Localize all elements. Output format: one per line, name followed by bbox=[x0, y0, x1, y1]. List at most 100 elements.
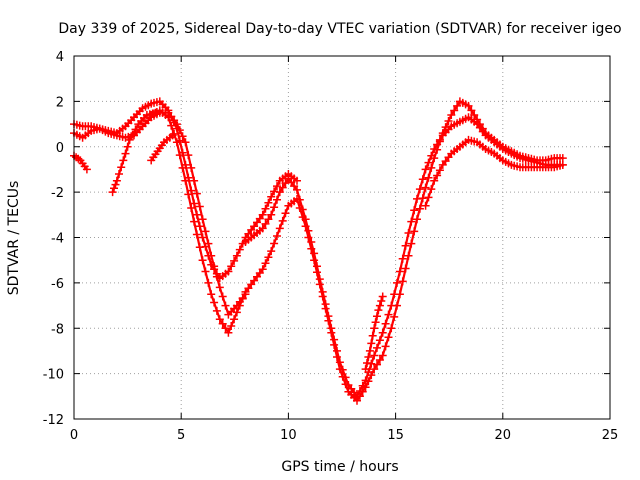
data-point-marker bbox=[330, 335, 339, 344]
data-point-marker bbox=[210, 262, 219, 271]
data-point-marker bbox=[421, 183, 430, 192]
x-tick-label: 25 bbox=[602, 428, 619, 443]
data-point-marker bbox=[190, 199, 199, 208]
data-point-marker bbox=[167, 121, 176, 130]
data-point-marker bbox=[175, 151, 184, 160]
data-point-marker bbox=[318, 287, 327, 296]
y-tick-label: -12 bbox=[43, 413, 64, 428]
data-point-marker bbox=[338, 365, 347, 374]
data-point-marker bbox=[258, 210, 267, 219]
data-point-marker bbox=[190, 176, 199, 185]
data-point-marker bbox=[364, 353, 373, 361]
data-point-marker bbox=[378, 292, 387, 301]
chart-title: Day 339 of 2025, Sidereal Day-to-day VTE… bbox=[58, 21, 621, 37]
data-point-marker bbox=[375, 356, 384, 364]
data-point-marker bbox=[470, 111, 479, 119]
series-group bbox=[70, 97, 567, 405]
data-point-marker bbox=[204, 278, 213, 287]
data-point-marker bbox=[273, 182, 281, 191]
data-point-marker bbox=[204, 239, 213, 248]
data-point-marker bbox=[125, 135, 134, 144]
data-point-marker bbox=[207, 290, 216, 299]
data-point-marker bbox=[398, 254, 407, 263]
x-tick-label: 0 bbox=[70, 428, 78, 443]
data-point-marker bbox=[415, 185, 424, 194]
data-point-marker bbox=[358, 381, 367, 390]
data-point-marker bbox=[131, 125, 140, 134]
series-line bbox=[73, 100, 298, 280]
data-point-marker bbox=[418, 175, 427, 184]
data-point-marker bbox=[235, 301, 244, 310]
data-point-marker bbox=[195, 222, 204, 231]
data-point-marker bbox=[172, 138, 181, 147]
data-point-marker bbox=[175, 126, 184, 135]
data-point-marker bbox=[184, 190, 193, 199]
data-point-marker bbox=[321, 300, 330, 309]
data-point-marker bbox=[365, 346, 374, 355]
data-point-marker bbox=[424, 193, 433, 202]
data-point-marker bbox=[123, 142, 132, 151]
data-point-marker bbox=[298, 205, 307, 214]
series-7 bbox=[70, 151, 91, 174]
data-point-marker bbox=[232, 308, 241, 317]
y-tick-label: -2 bbox=[51, 186, 64, 201]
data-point-marker bbox=[433, 140, 442, 149]
y-tick-label: -10 bbox=[43, 368, 64, 383]
data-point-marker bbox=[181, 138, 190, 147]
data-point-marker bbox=[435, 135, 444, 144]
series-9 bbox=[361, 292, 387, 374]
data-point-marker bbox=[401, 241, 410, 250]
data-point-marker bbox=[421, 165, 430, 174]
data-point-marker bbox=[187, 163, 196, 172]
data-point-marker bbox=[433, 171, 442, 180]
data-point-marker bbox=[444, 117, 453, 125]
data-point-marker bbox=[304, 226, 313, 235]
data-point-marker bbox=[278, 216, 287, 225]
data-point-marker bbox=[301, 215, 310, 224]
data-point-marker bbox=[384, 310, 393, 319]
data-point-marker bbox=[390, 290, 399, 299]
data-point-marker bbox=[115, 170, 123, 178]
data-point-marker bbox=[195, 243, 204, 252]
data-point-marker bbox=[370, 365, 379, 374]
y-tick-label: 4 bbox=[56, 50, 64, 65]
series-5 bbox=[421, 135, 567, 210]
data-point-marker bbox=[315, 275, 324, 284]
data-point-marker bbox=[353, 392, 361, 401]
y-tick-label: -6 bbox=[51, 277, 64, 292]
data-point-marker bbox=[221, 324, 230, 333]
data-point-marker bbox=[281, 179, 290, 188]
data-point-marker bbox=[398, 277, 407, 286]
data-point-marker bbox=[407, 239, 416, 248]
data-point-marker bbox=[421, 201, 430, 210]
data-point-marker bbox=[212, 272, 221, 281]
data-point-marker bbox=[378, 328, 387, 337]
data-point-marker bbox=[341, 373, 350, 382]
data-point-marker bbox=[453, 101, 462, 110]
data-point-marker bbox=[258, 224, 267, 233]
plot-frame bbox=[73, 55, 611, 420]
series-4 bbox=[241, 113, 567, 401]
data-point-marker bbox=[415, 204, 424, 213]
data-point-marker bbox=[361, 376, 370, 385]
data-point-marker bbox=[151, 108, 160, 117]
data-point-marker bbox=[172, 120, 181, 129]
data-point-marker bbox=[181, 176, 190, 185]
data-point-marker bbox=[198, 215, 207, 224]
data-point-marker bbox=[450, 106, 459, 115]
data-point-marker bbox=[273, 195, 281, 204]
data-point-marker bbox=[121, 149, 130, 158]
data-point-marker bbox=[117, 163, 126, 172]
data-point-marker bbox=[313, 262, 321, 271]
data-point-marker bbox=[218, 319, 227, 328]
data-point-marker bbox=[275, 224, 284, 233]
data-point-marker bbox=[373, 343, 381, 352]
data-point-marker bbox=[261, 204, 270, 213]
data-point-marker bbox=[195, 202, 204, 211]
y-axis-label: SDTVAR / TECUs bbox=[6, 181, 22, 296]
data-point-marker bbox=[404, 229, 413, 237]
series-6 bbox=[108, 108, 160, 197]
data-point-marker bbox=[430, 145, 439, 153]
data-point-marker bbox=[368, 331, 377, 340]
